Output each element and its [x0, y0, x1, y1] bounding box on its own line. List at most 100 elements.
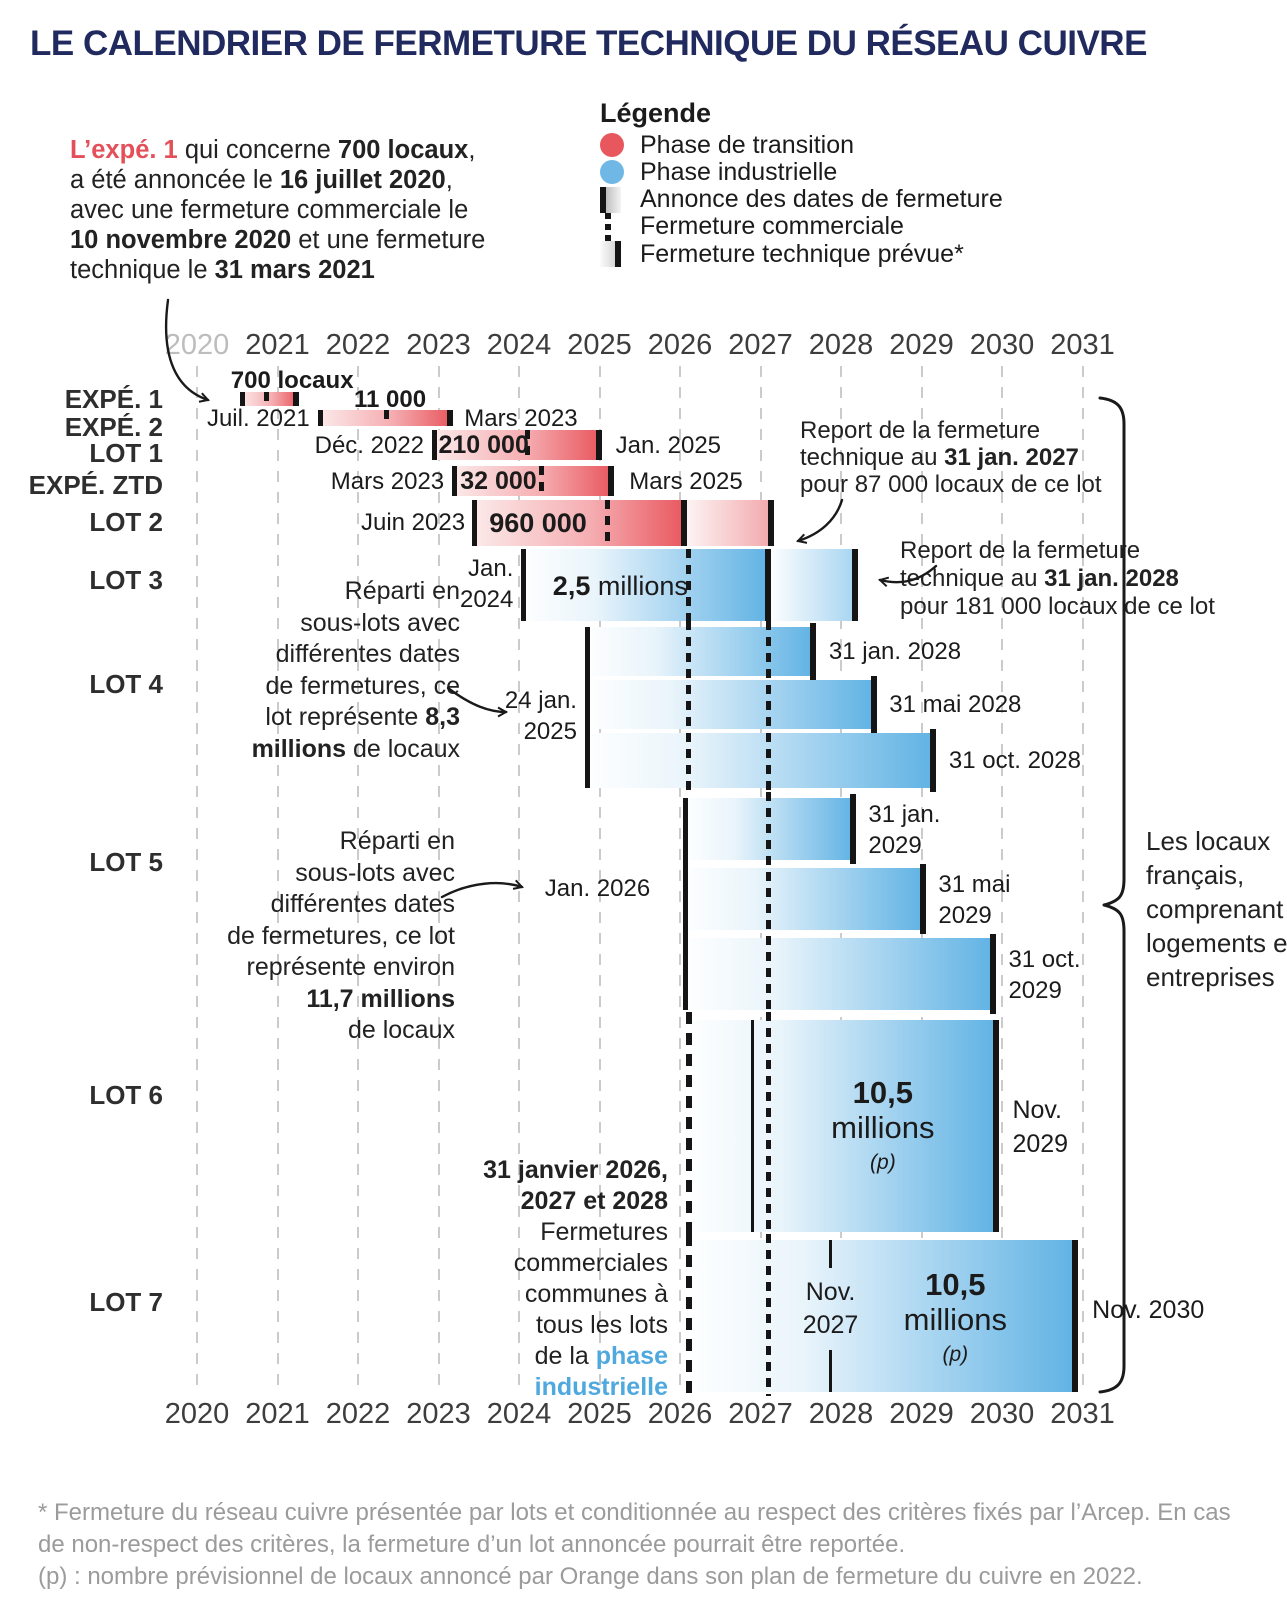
date-label: Jan. 2024 [459, 554, 514, 613]
year-gridline [679, 366, 681, 1392]
footnote-line: * Fermeture du réseau cuivre présentée p… [38, 1498, 1231, 1526]
year-axis-label-top: 2029 [889, 329, 954, 361]
year-axis-label-bottom: 2026 [647, 1398, 713, 1430]
announcement-cap [452, 466, 458, 496]
commercial-closure-dotted-line [685, 621, 691, 793]
row-label: EXPÉ. ZTD [28, 470, 163, 500]
date-label: Jan. 2025 [615, 431, 722, 459]
commercial-closure-dotted-line [524, 430, 530, 460]
phase-transition-swatch-shape [600, 133, 624, 157]
announcement-line [750, 1020, 755, 1232]
legend-item-label: Fermeture commerciale [640, 212, 904, 241]
technical-closure-cap [596, 430, 603, 460]
date-label: Mars 2023 [330, 467, 445, 495]
technical-closure-cap [767, 500, 774, 546]
bar-count-label: 32 000 [460, 466, 537, 495]
commercial-closure-dashed-edge [686, 1012, 693, 1238]
year-axis-label-bottom: 2031 [1050, 1398, 1115, 1430]
bar-segment-red_light [686, 500, 773, 546]
fermeture-commerciale-swatch [600, 212, 630, 241]
date-label: Juil. 2021 [206, 404, 310, 432]
technical-closure-cap [447, 410, 454, 426]
year-axis-label-bottom: 2024 [486, 1398, 552, 1430]
year-axis-label-bottom: 2027 [728, 1398, 793, 1430]
commercial-closure-dotted-line [539, 466, 545, 496]
bar-segment-blue [687, 1020, 998, 1232]
date-label: Mars 2023 [464, 404, 578, 432]
footnote-line: (p) : nombre prévisionnel de locaux anno… [38, 1562, 1143, 1590]
commercial-closure-dotted-line [766, 1234, 772, 1396]
bar-segment-blue [520, 549, 771, 621]
annotation-lot6-note: 31 janvier 2026, 2027 et 2028 Fermetures co… [483, 1155, 668, 1401]
date-label: 31 jan. 2029 [868, 800, 941, 859]
announcement-line [828, 1350, 833, 1392]
bar-segment-red [452, 466, 614, 496]
row-label: LOT 4 [89, 669, 163, 699]
technical-closure-cap [930, 729, 937, 792]
year-axis-label-bottom: 2020 [164, 1398, 230, 1430]
announcement-cap [472, 500, 478, 546]
annotation-lot4-note: Réparti en sous-lots avec différentes date… [251, 577, 460, 763]
annotation-arrow-lot2-report [796, 498, 844, 544]
bar-segment-red [432, 430, 602, 460]
bar-count-label: 11 000 [353, 385, 427, 413]
bar-count-label: 10,5 millions (p) [903, 1266, 1007, 1366]
year-axis-label-top: 2025 [567, 329, 632, 361]
bar-count-label: 960 000 [489, 507, 587, 538]
announcement-cap [520, 549, 526, 621]
footnote-line: de non-respect des critères, la fermetur… [38, 1530, 906, 1558]
bar-segment-blue [585, 680, 876, 729]
bar-segment-blue_light [770, 549, 858, 621]
date-label: Nov. 2030 [1092, 1295, 1205, 1324]
year-gridline [276, 366, 279, 1392]
annotation-side-note: Les locaux français, comprenant logements e… [1146, 826, 1287, 992]
year-axis-label-top: 2024 [486, 329, 552, 361]
announcement-cap [432, 430, 438, 460]
technical-closure-cap [292, 392, 299, 406]
technical-closure-cap [989, 934, 996, 1014]
year-axis-label-bottom: 2030 [969, 1398, 1035, 1430]
date-label: Nov. 2029 [1012, 1096, 1069, 1158]
bar-segment-blue [683, 938, 995, 1010]
row-label: EXPÉ. 1 [64, 384, 163, 414]
technical-closure-cap [849, 794, 856, 864]
bar-count-label: 700 locaux [230, 366, 354, 394]
row-label: LOT 7 [89, 1287, 163, 1317]
bar-count-label: 10,5 millions (p) [831, 1074, 935, 1174]
row-label: LOT 3 [89, 565, 163, 595]
year-gridline [357, 366, 359, 1392]
technical-closure-cap [765, 549, 772, 621]
year-axis-label-top: 2021 [245, 329, 310, 361]
annotation-report-2027: Report de la fermeture technique au 31 ja… [800, 416, 1102, 498]
page-title: LE CALENDRIER DE FERMETURE TECHNIQUE DU … [30, 24, 1147, 63]
technical-closure-cap [1071, 1240, 1078, 1392]
row-label: LOT 1 [89, 438, 163, 468]
row-label: LOT 2 [89, 507, 163, 537]
phase-transition-swatch [600, 131, 630, 159]
date-label: Nov. 2027 [802, 1277, 859, 1339]
year-axis-label-top: 2031 [1050, 329, 1115, 361]
date-label: Juin 2023 [360, 508, 466, 536]
year-axis-label-top: 2023 [406, 329, 471, 361]
date-label: 31 mai 2029 [938, 870, 1011, 929]
annotation-intro: L’expé. 1 qui concerne 700 locaux, a été … [70, 136, 486, 284]
commercial-closure-dotted-line [383, 410, 389, 426]
commercial-closure-dotted-line [766, 792, 772, 1015]
date-label: Déc. 2022 [314, 431, 425, 459]
technical-closure-cap [852, 549, 859, 621]
commercial-closure-dotted-line [263, 392, 269, 406]
phase-industrielle-swatch [600, 158, 630, 186]
bar-segment-blue [683, 868, 925, 930]
legend-item-label: Annonce des dates de fermeture [640, 185, 1003, 214]
announcement-cap [683, 798, 689, 1010]
commercial-closure-dotted-line [766, 621, 772, 793]
year-gridline [437, 366, 440, 1392]
date-label: 31 oct. 2029 [1008, 945, 1081, 1004]
legend-item-label: Fermeture technique prévue* [640, 239, 964, 268]
row-label: EXPÉ. 2 [64, 412, 163, 442]
announce-dates-swatch [600, 186, 630, 214]
announce-dates-swatch-shape [600, 186, 621, 213]
fermeture-technique-swatch [600, 240, 630, 268]
date-label: 31 jan. 2028 [828, 637, 962, 665]
bar-segment-blue [585, 733, 936, 788]
